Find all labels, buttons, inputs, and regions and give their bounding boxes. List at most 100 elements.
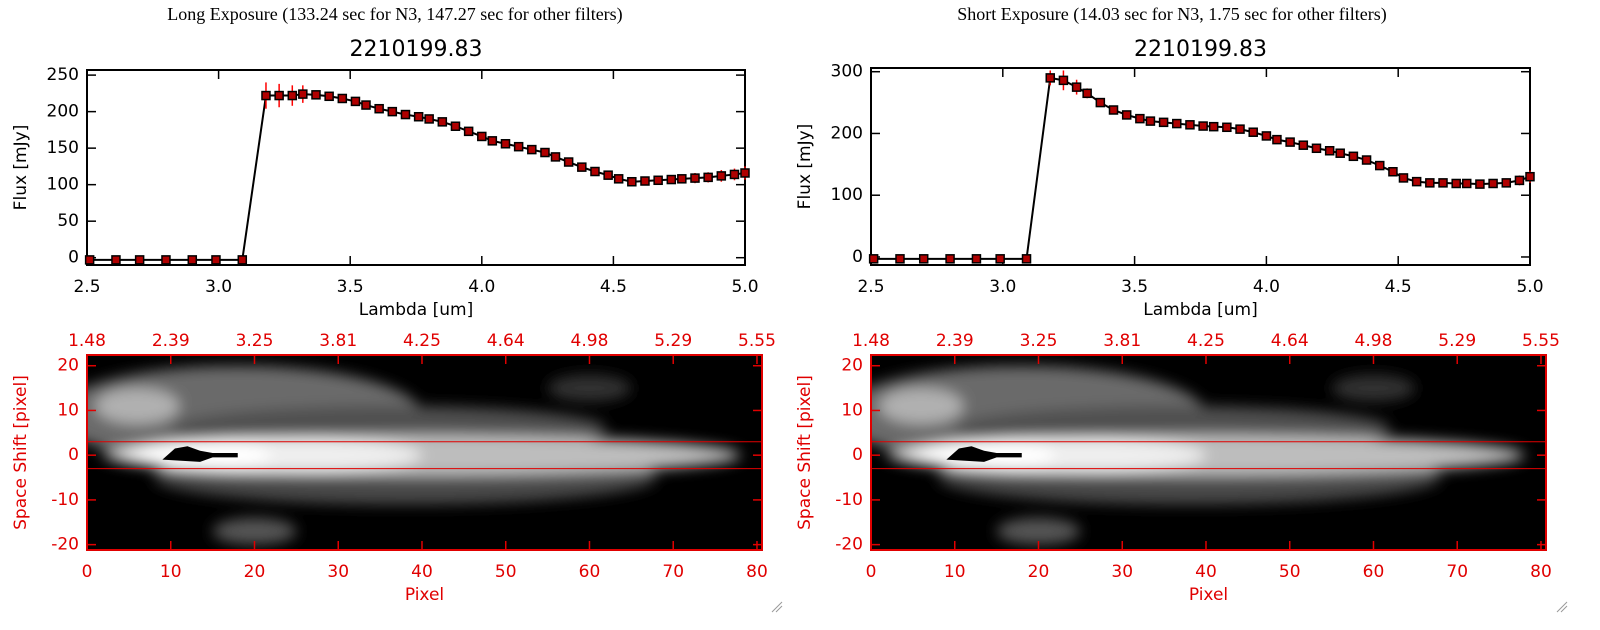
data-point (1514, 175, 1525, 186)
x-tick-label: 30 (327, 562, 349, 582)
data-point (463, 126, 474, 137)
data-point (111, 255, 121, 265)
data-point (1095, 97, 1106, 108)
x2-tick-label: 3.81 (319, 331, 357, 351)
data-point (1135, 113, 1145, 124)
data-point (450, 121, 461, 131)
x-tick-label: 4.0 (1253, 277, 1280, 297)
y-tick-label: 0 (68, 248, 79, 268)
data-point (1411, 176, 1422, 187)
data-point (1374, 160, 1385, 171)
data-point (187, 255, 198, 265)
data-point (324, 91, 334, 102)
data-point (690, 173, 700, 183)
data-line (873, 76, 1531, 260)
data-point (1285, 137, 1295, 147)
data-point (613, 174, 624, 184)
y-tick-label: 20 (57, 356, 79, 376)
data-point (1248, 127, 1258, 137)
data-point (337, 93, 348, 104)
data-point (387, 106, 398, 117)
data-point (161, 255, 171, 265)
data-point (1438, 178, 1448, 188)
data-point (1501, 178, 1512, 188)
x-tick-label: 0 (866, 562, 877, 582)
image-glow (871, 365, 1525, 545)
data-point (413, 111, 424, 122)
glow (1331, 374, 1416, 402)
data-point (1298, 140, 1309, 150)
x-tick-label: 3.5 (337, 277, 364, 297)
data-point (1021, 254, 1032, 264)
resize-grip (771, 601, 1568, 613)
x2-tick-label: 2.39 (936, 331, 974, 351)
data-point (437, 117, 448, 127)
y-tick-label: 150 (47, 138, 79, 158)
plot-frame (870, 354, 1547, 551)
y-axis-label: Space Shift [pixel] (795, 375, 815, 530)
chart-panel: 0 10 20 30 40 50 60 70 80 1.48 2.39 3.25 3.81 4.25 4.6… (795, 331, 1560, 605)
data-point (716, 171, 727, 181)
x-tick-label: 20 (1028, 562, 1050, 582)
x2-tick-label: 3.81 (1103, 331, 1141, 351)
x2-tick-label: 4.98 (1355, 331, 1393, 351)
data-point (211, 255, 221, 265)
y-tick-label: -20 (835, 535, 863, 555)
y-tick-label: 200 (831, 123, 863, 143)
y-tick-label: 10 (57, 400, 79, 420)
y-tick-label: 300 (831, 62, 863, 82)
data-point (563, 157, 574, 167)
x2-tick-label: 1.48 (852, 331, 890, 351)
glow (95, 388, 180, 424)
y-tick-label: 10 (841, 400, 863, 420)
x-axis-label: Pixel (1189, 585, 1228, 605)
data-point (1172, 118, 1182, 129)
data-point (374, 103, 384, 114)
y-tick-label: 50 (57, 211, 79, 231)
data-point (1324, 146, 1335, 156)
data-point (653, 175, 663, 186)
data-point (1398, 173, 1409, 183)
data-point (400, 109, 411, 120)
chart-subtitle: 2210199.83 (1134, 37, 1267, 62)
data-point (1082, 88, 1092, 99)
x-tick-label: 70 (1446, 562, 1468, 582)
x2-tick-label: 1.48 (68, 331, 106, 351)
data-point (603, 170, 613, 180)
data-point (1185, 120, 1195, 130)
y-axis-label: Flux [mJy] (11, 125, 31, 211)
data-point (1451, 178, 1461, 189)
x-tick-label: 2.5 (73, 277, 100, 297)
x-tick-label: 10 (160, 562, 182, 582)
y-axis-label: Flux [mJy] (795, 124, 815, 210)
data-point (1311, 143, 1322, 154)
x-tick-label: 80 (746, 562, 768, 582)
x2-tick-label: 3.25 (236, 331, 274, 351)
data-point (729, 169, 740, 180)
x-tick-label: 60 (579, 562, 601, 582)
x2-tick-label: 4.64 (487, 331, 525, 351)
x-tick-label: 30 (1111, 562, 1133, 582)
data-point (895, 254, 905, 264)
x-tick-label: 20 (244, 562, 266, 582)
x-tick-label: 60 (1363, 562, 1385, 582)
spectral-image (871, 355, 1546, 550)
data-point (550, 152, 561, 162)
data-point (627, 176, 637, 187)
x-tick-label: 0 (82, 562, 93, 582)
x2-tick-label: 4.25 (1187, 331, 1225, 351)
data-point (311, 90, 321, 100)
x-tick-label: 40 (411, 562, 433, 582)
data-point (1348, 151, 1359, 162)
data-point (84, 255, 95, 265)
chart-panel: 2.5 3.0 3.5 4.0 4.5 5.0 0 50 100 150 200 250 Lambda … (11, 4, 759, 320)
data-point (487, 136, 498, 146)
data-point (261, 90, 271, 101)
glow (879, 388, 964, 424)
x-tick-label: 50 (495, 562, 517, 582)
data-point (703, 172, 713, 183)
x-tick-label: 70 (662, 562, 684, 582)
y-tick-label: 100 (831, 185, 863, 205)
x-axis-label: Lambda [um] (1143, 300, 1257, 320)
